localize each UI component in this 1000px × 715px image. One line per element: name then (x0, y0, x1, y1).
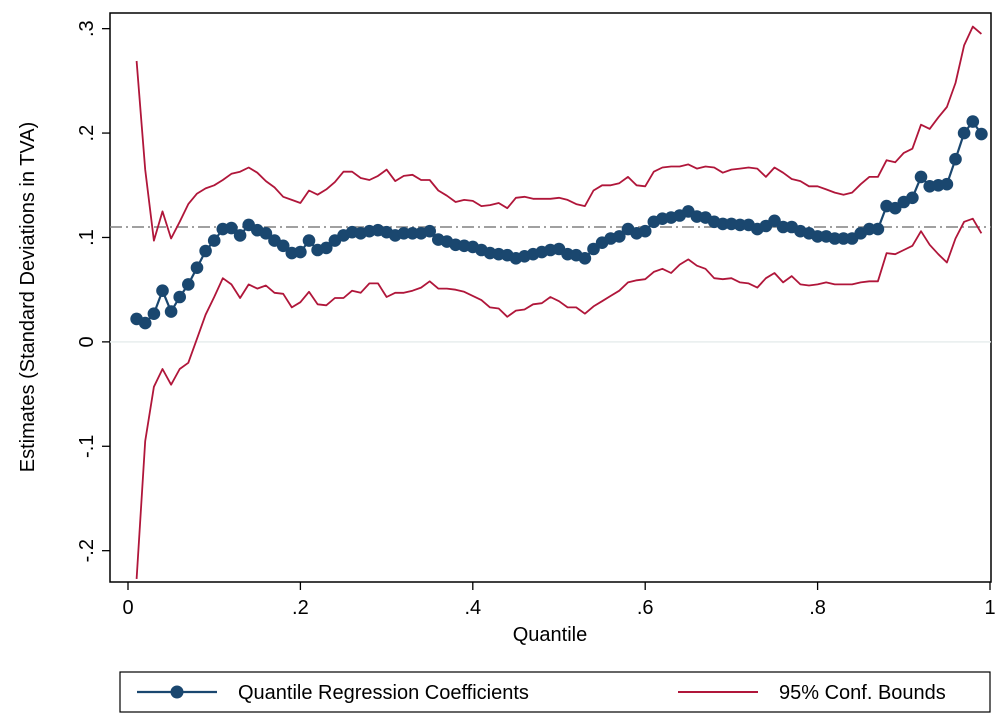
x-tick-label: .4 (464, 597, 481, 619)
data-point (871, 222, 885, 236)
y-tick-label: .3 (76, 20, 98, 37)
legend-label-coefficients: Quantile Regression Coefficients (238, 682, 529, 704)
data-point (914, 170, 928, 184)
data-point (302, 234, 316, 247)
legend: Quantile Regression Coefficients 95% Con… (119, 671, 991, 713)
x-tick-label: .6 (637, 597, 654, 619)
data-point (940, 177, 954, 191)
data-point (199, 244, 212, 258)
data-point (259, 227, 273, 240)
data-point (164, 305, 178, 318)
data-point (207, 234, 221, 247)
y-tick-label: -.2 (76, 539, 98, 562)
data-point (906, 191, 919, 205)
data-point (828, 232, 842, 245)
data-point (156, 284, 169, 298)
legend-label-conf-bounds: 95% Conf. Bounds (779, 682, 946, 704)
y-tick-label: .2 (76, 125, 98, 142)
x-tick-label: .2 (292, 597, 309, 619)
y-tick-label: 0 (76, 336, 98, 347)
data-point (173, 290, 186, 304)
series-line-2 (135, 217, 983, 579)
x-tick-label: 1 (984, 597, 995, 619)
y-tick-label: .1 (76, 229, 98, 246)
data-point (225, 221, 238, 235)
data-point (957, 126, 971, 140)
data-point (638, 224, 652, 238)
data-point (182, 278, 195, 291)
data-point (147, 307, 161, 321)
data-point (233, 229, 247, 242)
legend-box (119, 671, 991, 713)
series-line-1 (135, 25, 982, 242)
data-point (966, 115, 980, 128)
y-axis-title: Estimates (Standard Deviations in TVA) (17, 122, 39, 473)
y-tick-label: -.1 (76, 435, 98, 458)
data-point (294, 245, 307, 259)
data-point (975, 127, 988, 141)
x-tick-label: .8 (809, 597, 826, 619)
data-point (397, 227, 411, 240)
data-point (578, 251, 592, 265)
data-point (613, 230, 626, 243)
legend-marker-coefficients (170, 685, 184, 699)
data-point (138, 316, 152, 330)
data-point (423, 224, 437, 238)
x-tick-label: 0 (122, 597, 133, 619)
data-point (320, 241, 333, 255)
data-point (276, 239, 290, 253)
x-axis-title: Quantile (513, 624, 588, 646)
data-point (949, 152, 962, 166)
data-point (190, 261, 204, 275)
